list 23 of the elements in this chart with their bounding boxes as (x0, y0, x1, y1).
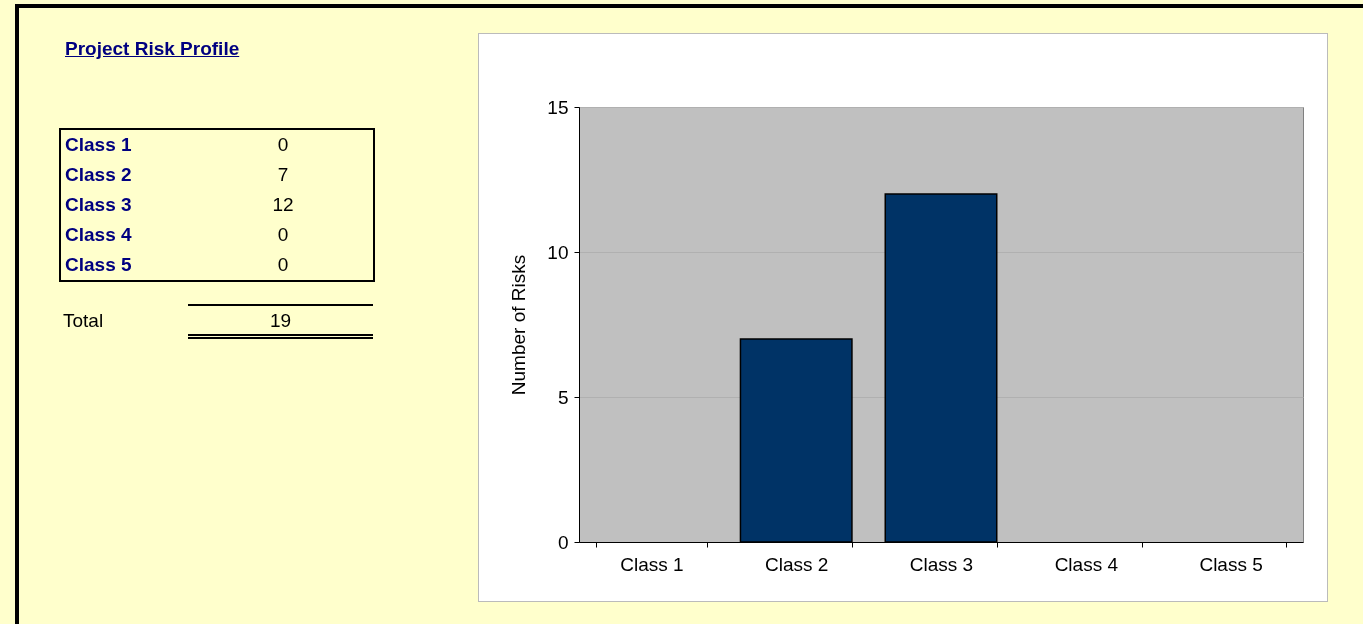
data-label: 0 (276, 133, 290, 157)
y-tick-label: 5 (557, 386, 569, 408)
category-label: Class 4 (65, 223, 132, 247)
data-label: 0 (276, 253, 290, 277)
text: Project Risk Profile (65, 38, 240, 60)
category-label: Class 3 (65, 193, 132, 217)
y-tick-label: 0 (557, 531, 569, 553)
y-tick-label: 10 (547, 241, 569, 263)
category-label: Class 2 (65, 163, 132, 187)
x-tick-label: Class 5 (1199, 553, 1263, 575)
data-label: 0 (276, 223, 290, 247)
x-tick-label: Class 1 (620, 553, 684, 575)
data-label: 7 (276, 163, 290, 187)
data-label: 12 (271, 193, 295, 217)
text: 19 (188, 304, 373, 339)
y-tick-label: 15 (547, 96, 569, 118)
x-tick-label: Class 2 (765, 553, 829, 575)
x-tick-label: Class 3 (909, 553, 974, 575)
text: Total (63, 309, 104, 333)
category-label: Class 1 (65, 133, 132, 157)
x-tick-label: Class 4 (1054, 553, 1119, 575)
category-label: Class 5 (65, 253, 132, 277)
y-axis-title: Number of Risks (508, 254, 530, 396)
